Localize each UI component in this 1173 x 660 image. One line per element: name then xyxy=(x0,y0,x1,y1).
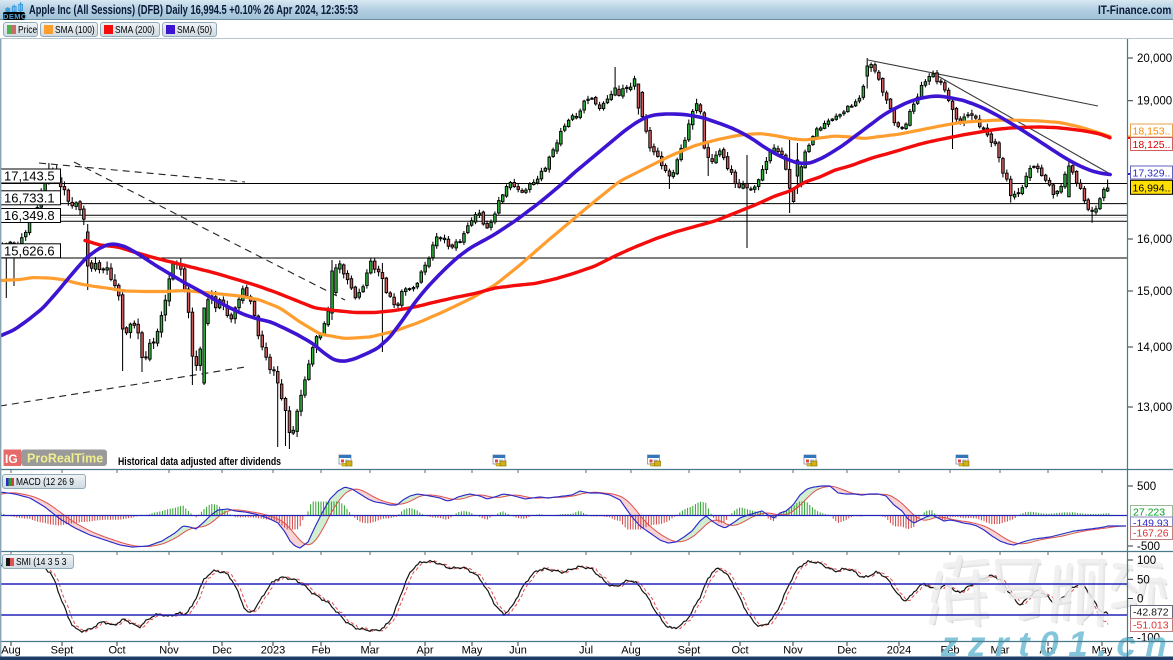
svg-text:2024: 2024 xyxy=(887,645,911,657)
svg-text:16,000: 16,000 xyxy=(1137,234,1172,246)
svg-text:19,000: 19,000 xyxy=(1137,96,1172,108)
svg-text:Nov: Nov xyxy=(783,645,803,657)
svg-text:Feb: Feb xyxy=(312,645,331,657)
svg-text:2023: 2023 xyxy=(261,645,285,657)
svg-text:13,000: 13,000 xyxy=(1137,402,1172,414)
svg-text:Historical data adjusted after: Historical data adjusted after dividends xyxy=(118,456,281,468)
svg-text:0: 0 xyxy=(1137,594,1143,606)
svg-text:500: 500 xyxy=(1137,481,1156,493)
svg-text:50: 50 xyxy=(1137,574,1150,586)
svg-text:Apr: Apr xyxy=(1039,645,1056,657)
svg-text:17,143.5: 17,143.5 xyxy=(4,169,55,184)
svg-text:16,733.1: 16,733.1 xyxy=(4,190,55,205)
svg-text:100: 100 xyxy=(1137,555,1156,567)
svg-text:-167.26: -167.26 xyxy=(1133,528,1169,540)
svg-text:Aug: Aug xyxy=(621,645,641,657)
svg-text:17,329..: 17,329.. xyxy=(1133,168,1171,180)
svg-text:16,994..: 16,994.. xyxy=(1133,182,1171,194)
svg-text:Mar: Mar xyxy=(991,645,1010,657)
svg-text:Sept: Sept xyxy=(51,645,74,657)
svg-text:14,000: 14,000 xyxy=(1137,342,1172,354)
svg-text:18,125..: 18,125.. xyxy=(1133,139,1171,151)
svg-text:15,000: 15,000 xyxy=(1137,286,1172,298)
svg-text:zzrt01.cn: zzrt01.cn xyxy=(940,625,1173,660)
svg-text:Jul: Jul xyxy=(579,645,593,657)
svg-text:-51.013: -51.013 xyxy=(1133,620,1169,632)
svg-text:-42.872: -42.872 xyxy=(1133,607,1169,619)
svg-text:Oct: Oct xyxy=(731,645,748,657)
svg-text:Apr: Apr xyxy=(416,645,433,657)
svg-text:27.223: 27.223 xyxy=(1133,507,1165,519)
svg-text:Jun: Jun xyxy=(509,645,527,657)
svg-text:Nov: Nov xyxy=(159,645,179,657)
svg-text:ProRealTime: ProRealTime xyxy=(27,452,103,466)
svg-text:IG: IG xyxy=(5,452,18,466)
svg-text:16,349.8: 16,349.8 xyxy=(4,208,55,223)
svg-text:Aug: Aug xyxy=(1,645,21,657)
svg-text:18,153..: 18,153.. xyxy=(1133,126,1171,138)
svg-text:Oct: Oct xyxy=(108,645,125,657)
svg-text:Sept: Sept xyxy=(678,645,701,657)
svg-text:-500: -500 xyxy=(1137,541,1160,553)
svg-text:May: May xyxy=(1092,645,1113,657)
svg-text:Mar: Mar xyxy=(361,645,380,657)
svg-text:15,626.6: 15,626.6 xyxy=(4,243,55,258)
svg-text:Dec: Dec xyxy=(837,645,857,657)
svg-text:Dec: Dec xyxy=(212,645,232,657)
svg-text:May: May xyxy=(462,645,483,657)
svg-text:20,000: 20,000 xyxy=(1137,53,1172,65)
svg-text:Feb: Feb xyxy=(941,645,960,657)
